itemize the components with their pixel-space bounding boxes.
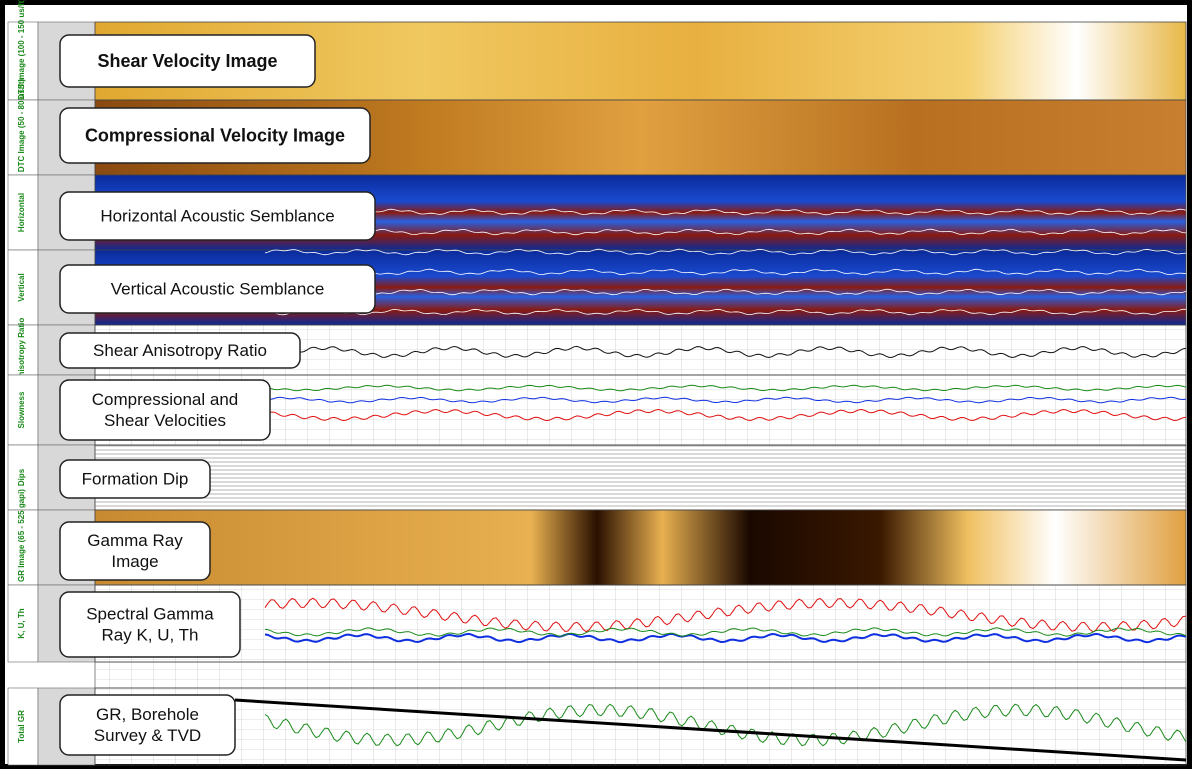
depth-track — [95, 662, 1186, 688]
callout-box — [60, 592, 240, 657]
track-label: Vertical — [17, 273, 26, 301]
callout-box — [60, 695, 235, 755]
track-label: Total GR — [17, 710, 26, 743]
callout-label: Shear Anisotropy Ratio — [93, 341, 267, 360]
track-6 — [95, 445, 1186, 510]
callout-label: Horizontal Acoustic Semblance — [100, 206, 334, 225]
callout-label: Compressional Velocity Image — [85, 125, 345, 145]
track-label: Slowness — [17, 391, 26, 428]
track-label: Dips — [17, 468, 26, 486]
track-label: Anisotropy Ratio — [17, 318, 26, 383]
callout-label: Formation Dip — [82, 469, 189, 488]
well-log-display: Static DTS Image (100 - 150 us/ft)Static… — [0, 0, 1192, 769]
track-label: Horizontal — [17, 193, 26, 232]
track-label: K, U, Th — [17, 608, 26, 638]
track-7 — [95, 510, 1186, 585]
callout-label: Shear Velocity Image — [97, 51, 277, 71]
callout-label: Vertical Acoustic Semblance — [111, 279, 325, 298]
callout-box — [60, 380, 270, 440]
track-8 — [95, 585, 1186, 662]
